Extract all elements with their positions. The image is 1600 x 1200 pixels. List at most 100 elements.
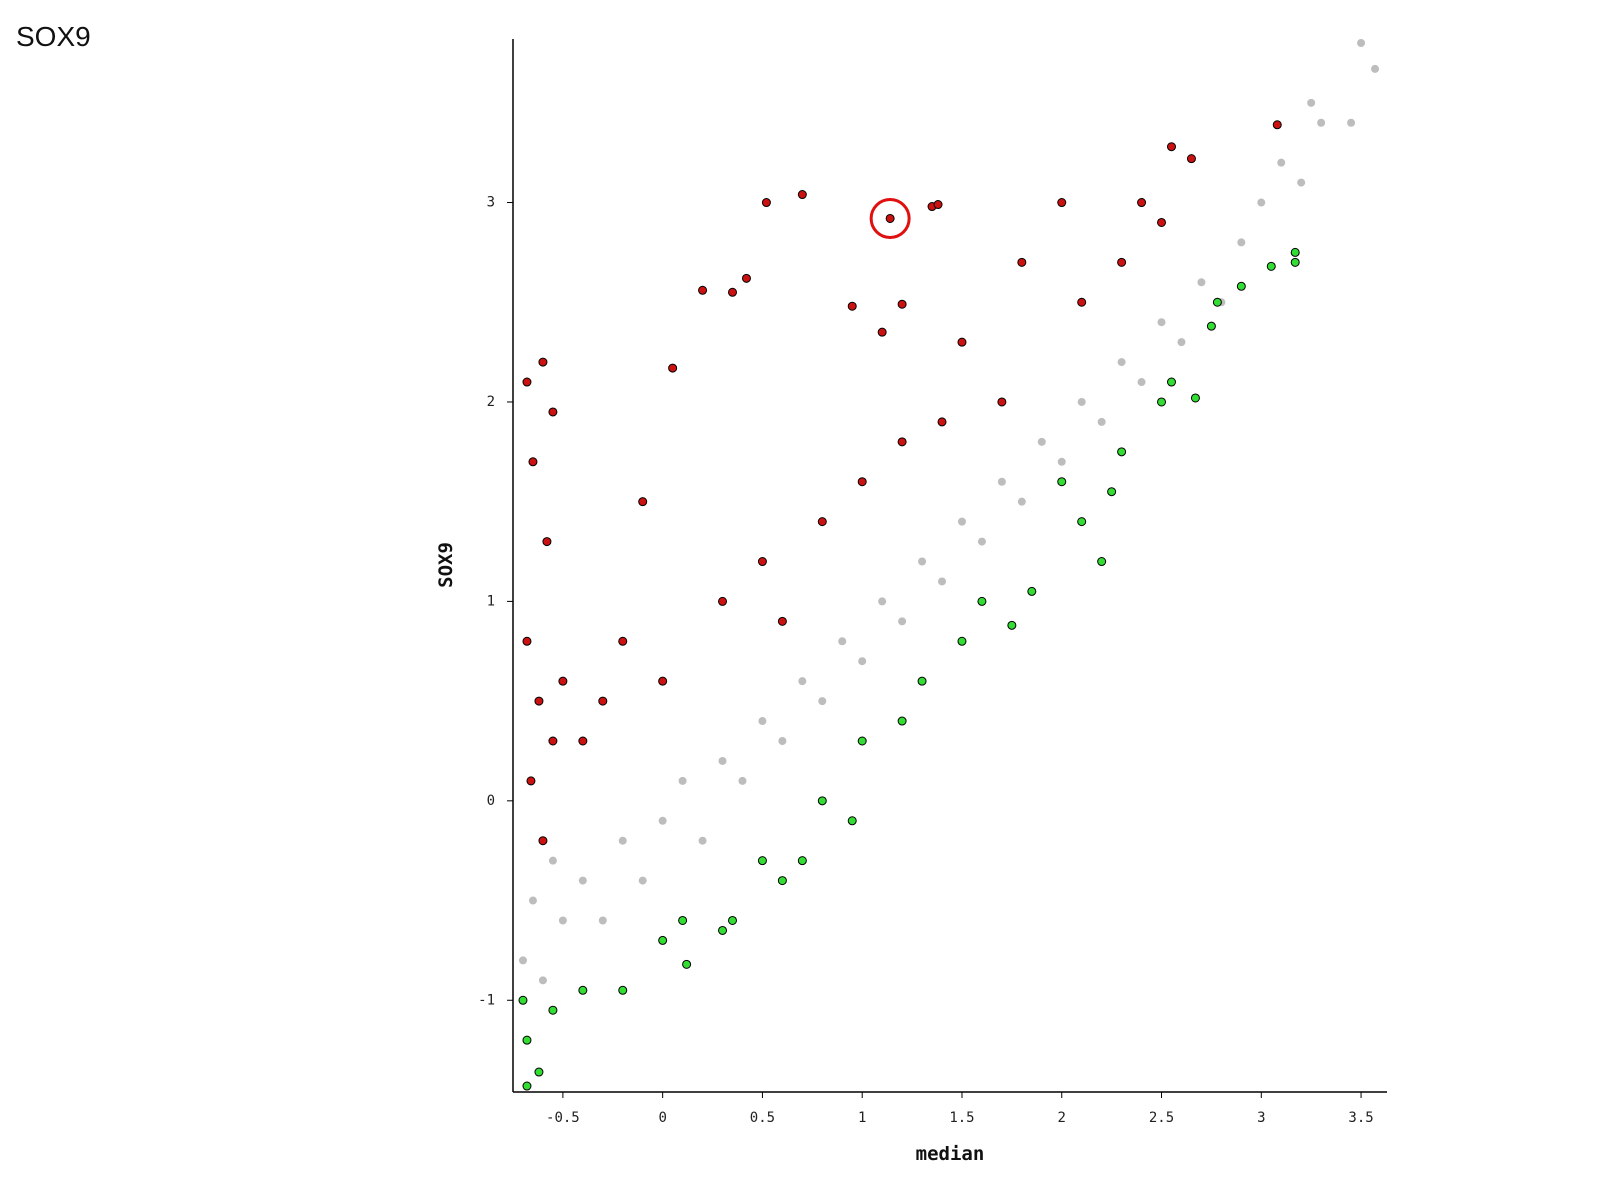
- point: [538, 836, 548, 846]
- point: [1057, 477, 1067, 487]
- point: [1027, 586, 1037, 596]
- point: [997, 477, 1006, 486]
- point: [857, 477, 867, 487]
- point: [1077, 297, 1087, 307]
- point: [1190, 393, 1200, 403]
- chart-title: SOX9: [16, 21, 91, 52]
- point: [758, 717, 767, 726]
- point: [542, 537, 552, 547]
- point: [618, 836, 627, 845]
- point: [558, 676, 568, 686]
- point: [918, 557, 927, 566]
- point: [1057, 198, 1067, 208]
- point: [598, 696, 608, 706]
- point: [538, 976, 547, 985]
- point: [857, 736, 867, 746]
- point: [1097, 417, 1106, 426]
- y-tick-label: 3: [487, 195, 495, 211]
- point: [718, 925, 728, 935]
- point: [1237, 238, 1246, 247]
- point: [933, 200, 943, 210]
- point: [658, 676, 668, 686]
- x-tick-label: 3: [1257, 1110, 1265, 1126]
- point: [1137, 198, 1147, 208]
- point: [1157, 217, 1167, 227]
- point: [578, 736, 588, 746]
- point: [797, 190, 807, 200]
- point: [1206, 321, 1216, 331]
- point: [658, 816, 667, 825]
- point: [1097, 557, 1107, 567]
- point: [1277, 158, 1286, 167]
- point: [1017, 257, 1027, 267]
- point: [518, 995, 528, 1005]
- point: [757, 856, 767, 866]
- point: [578, 876, 587, 885]
- point: [658, 935, 668, 945]
- point: [797, 856, 807, 866]
- point: [1212, 297, 1222, 307]
- point: [618, 985, 628, 995]
- point: [1197, 278, 1206, 287]
- point: [1117, 257, 1127, 267]
- point: [1166, 142, 1176, 152]
- point: [1297, 178, 1306, 187]
- point: [1117, 358, 1126, 367]
- point: [1290, 257, 1300, 267]
- point: [682, 959, 692, 969]
- point: [638, 876, 647, 885]
- point: [538, 357, 548, 367]
- point: [1077, 397, 1086, 406]
- point: [1077, 517, 1087, 527]
- point: [526, 776, 536, 786]
- y-tick-label: 2: [487, 394, 495, 410]
- point: [528, 896, 537, 905]
- point: [1166, 377, 1176, 387]
- point: [598, 916, 607, 925]
- point: [977, 537, 986, 546]
- point: [678, 915, 688, 925]
- point: [897, 716, 907, 726]
- x-tick-label: 3.5: [1348, 1110, 1373, 1126]
- point: [518, 956, 527, 965]
- point: [548, 736, 558, 746]
- point: [1307, 98, 1316, 107]
- y-tick-label: 0: [487, 793, 495, 809]
- point: [847, 301, 857, 311]
- point: [698, 836, 707, 845]
- point: [638, 497, 648, 507]
- point: [718, 756, 727, 765]
- point: [1037, 437, 1046, 446]
- y-tick-label: 1: [487, 593, 495, 609]
- point: [1007, 620, 1017, 630]
- point: [957, 337, 967, 347]
- y-tick-label: -1: [478, 992, 495, 1008]
- point: [1057, 457, 1066, 466]
- point: [738, 776, 747, 785]
- y-axis-label: SOX9: [435, 542, 457, 588]
- point: [817, 517, 827, 527]
- point: [1272, 120, 1282, 130]
- point: [898, 617, 907, 626]
- point: [917, 676, 927, 686]
- point: [847, 816, 857, 826]
- point: [897, 299, 907, 309]
- point: [1290, 247, 1300, 257]
- point: [548, 1005, 558, 1015]
- point: [838, 637, 847, 646]
- point: [668, 363, 678, 373]
- point: [1137, 378, 1146, 387]
- point: [1117, 447, 1127, 457]
- point: [727, 287, 737, 297]
- point: [957, 517, 966, 526]
- point: [548, 407, 558, 417]
- point: [698, 285, 708, 295]
- point: [618, 636, 628, 646]
- point: [1257, 198, 1266, 207]
- point: [1347, 118, 1356, 127]
- point: [522, 377, 532, 387]
- point: [938, 577, 947, 586]
- point: [578, 985, 588, 995]
